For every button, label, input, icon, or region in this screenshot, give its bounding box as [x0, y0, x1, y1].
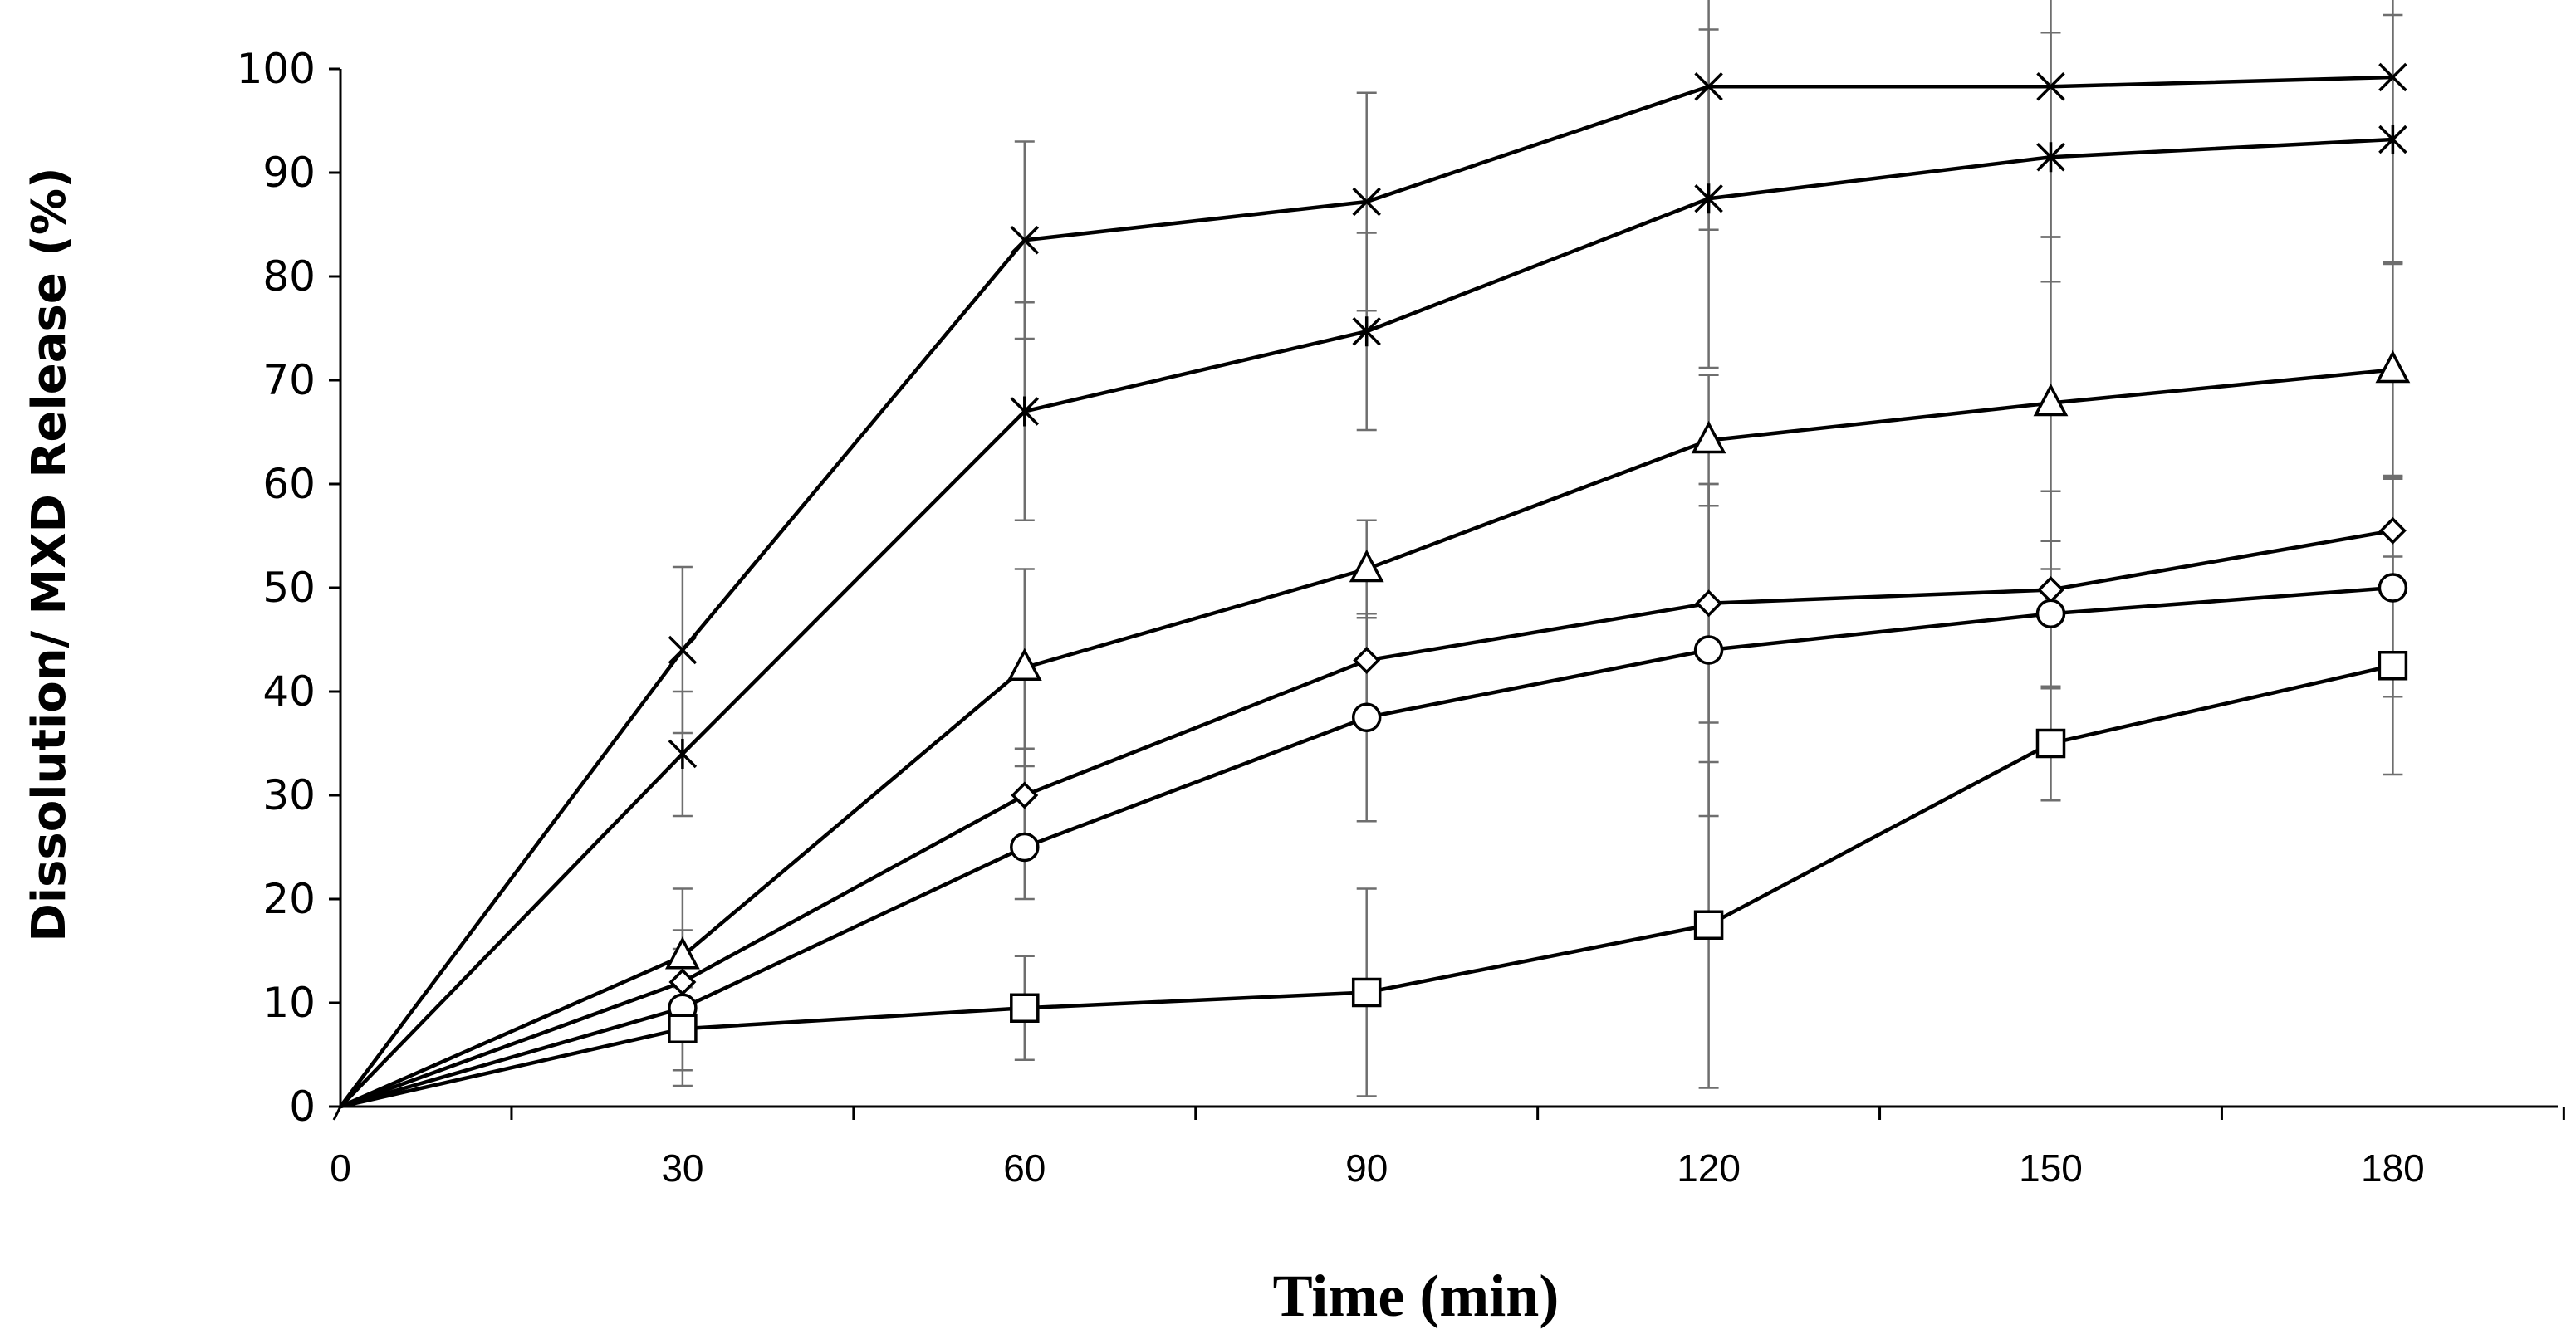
x-tick-label: 90	[1345, 1146, 1388, 1190]
axes	[340, 69, 2558, 1107]
data-point-square-marker	[2379, 652, 2406, 679]
y-tick-label: 10	[262, 979, 316, 1027]
data-point-star-marker	[1354, 316, 1380, 346]
data-point-star-marker	[1011, 397, 1038, 427]
chart: 0 10 20 30 40 50 60 70 80 90 100 0 30 60 90 120 150 180 T…	[0, 0, 2576, 1344]
error-bars	[673, 0, 2403, 1097]
y-tick-label: 60	[262, 460, 316, 508]
x-tick-label: 60	[1003, 1146, 1046, 1190]
data-point-star-marker	[669, 739, 696, 769]
x-axis-label: Time (min)	[1273, 1263, 1560, 1329]
y-tick-label: 100	[237, 45, 316, 93]
data-point-diamond-marker	[1697, 592, 1721, 615]
data-point-circle-marker	[1354, 704, 1380, 731]
x-tick-label: 0	[330, 1146, 351, 1190]
data-point-circle-marker	[2038, 600, 2064, 627]
data-point-triangle-marker	[2378, 354, 2407, 382]
data-point-circle-marker	[2379, 574, 2406, 601]
x-tick-label: 150	[2019, 1146, 2083, 1190]
data-point-diamond-marker	[1013, 784, 1036, 807]
x-tick-origin	[334, 1107, 340, 1120]
data-point-diamond-marker	[671, 970, 694, 994]
data-point-diamond-marker	[2040, 579, 2063, 602]
data-point-square-marker	[1011, 995, 1038, 1021]
data-point-square-marker	[2038, 731, 2064, 757]
x-tick-label: 30	[661, 1146, 703, 1190]
data-point-diamond-marker	[2381, 519, 2404, 542]
x-tick-label: 180	[2361, 1146, 2425, 1190]
y-tick-label: 80	[262, 252, 316, 301]
x-tick-label: 120	[1677, 1146, 1741, 1190]
y-tick-label: 0	[289, 1083, 316, 1131]
data-point-circle-marker	[1696, 637, 1722, 663]
y-tick-label: 20	[262, 875, 316, 923]
y-tick-label: 70	[262, 356, 316, 404]
data-point-circle-marker	[1011, 834, 1038, 861]
series-markers	[668, 64, 2408, 1042]
data-point-triangle-marker	[668, 940, 698, 968]
y-tick-label: 40	[262, 667, 316, 716]
data-point-square-marker	[1354, 980, 1380, 1006]
data-point-diamond-marker	[1355, 649, 1379, 672]
y-tick-label: 90	[262, 149, 316, 197]
data-point-square-marker	[1696, 911, 1722, 938]
y-tick-label: 50	[262, 564, 316, 612]
data-point-square-marker	[669, 1015, 696, 1042]
y-axis-label: Dissolution/ MXD Release (%)	[22, 167, 76, 941]
y-tick-label: 30	[262, 771, 316, 819]
